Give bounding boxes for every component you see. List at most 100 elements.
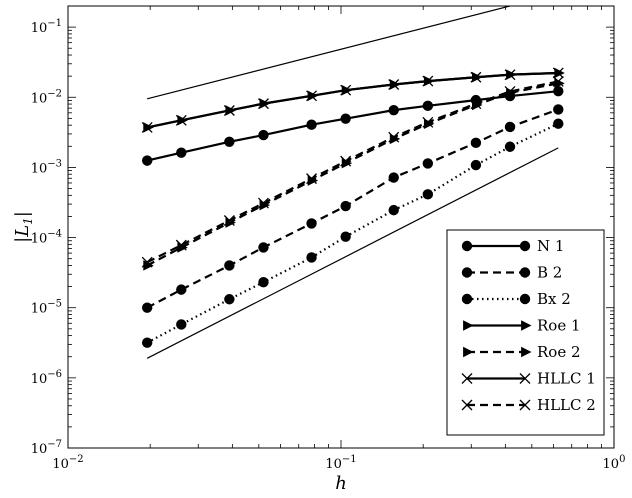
circle-marker <box>504 121 516 133</box>
circle-marker <box>340 231 351 242</box>
circle-marker <box>306 252 317 263</box>
series <box>141 75 564 268</box>
ticks <box>67 6 615 449</box>
x-marker <box>422 75 434 87</box>
legend-label: B 2 <box>537 264 562 282</box>
triangle-marker <box>554 67 565 79</box>
legend-entry: Roe 2 <box>463 343 581 361</box>
circle-marker <box>422 100 434 112</box>
circle-marker <box>340 113 351 124</box>
circle-marker <box>553 104 564 115</box>
triangle-marker <box>177 242 188 253</box>
circle-marker <box>258 276 269 288</box>
x-marker <box>552 67 564 79</box>
x-marker <box>258 197 269 209</box>
x-marker <box>340 84 352 96</box>
x-marker <box>388 131 400 143</box>
legend-label: Bx 2 <box>537 290 571 308</box>
circle-marker <box>176 147 187 158</box>
legend-box <box>446 229 605 436</box>
x-marker <box>306 90 318 102</box>
circle-marker <box>306 119 317 130</box>
x-marker <box>552 75 564 87</box>
x-marker <box>388 79 400 90</box>
x-marker <box>470 98 482 110</box>
circle-marker <box>422 158 434 169</box>
circle-marker <box>141 337 153 348</box>
circle-marker <box>258 242 269 253</box>
x-marker <box>422 116 434 128</box>
circle-marker <box>340 200 351 212</box>
x-marker <box>258 98 269 110</box>
x-marker <box>141 122 153 133</box>
legend-label: HLLC 2 <box>537 396 596 414</box>
legend-entry: Roe 1 <box>463 317 581 335</box>
y-tick-label: 10−7 <box>31 439 62 457</box>
x-marker <box>175 114 187 126</box>
plot-lines <box>141 6 565 359</box>
y-tick-label: 10−2 <box>31 88 62 106</box>
legend-label: N 1 <box>537 237 564 255</box>
circle-marker <box>553 86 564 97</box>
circle-marker <box>461 293 473 305</box>
circle-marker <box>224 294 235 305</box>
circle-marker <box>553 118 564 129</box>
circle-marker <box>224 136 235 147</box>
x-marker <box>519 373 531 384</box>
reference-line <box>146 147 559 359</box>
circle-marker <box>388 204 399 216</box>
circle-marker <box>388 172 399 183</box>
circle-marker <box>461 267 473 278</box>
series <box>141 104 564 313</box>
triangle-marker <box>463 346 474 358</box>
triangle-marker <box>463 320 474 331</box>
circle-marker <box>176 284 187 295</box>
y-axis-label: |L1| <box>12 211 35 243</box>
x-marker <box>504 69 516 81</box>
circle-marker <box>504 141 516 152</box>
circle-marker <box>422 189 434 200</box>
circle-marker <box>224 260 235 271</box>
x-marker <box>306 173 318 185</box>
y-tick-label: 10−3 <box>31 158 62 176</box>
x-tick-label: 10−1 <box>325 454 356 472</box>
x-marker <box>223 105 235 116</box>
legend-entry: Bx 2 <box>461 290 571 308</box>
triangle-marker <box>521 320 532 331</box>
x-axis-label: h <box>335 473 347 494</box>
circle-marker <box>470 137 482 149</box>
circle-marker <box>141 155 153 166</box>
circle-marker <box>176 319 187 330</box>
x-marker <box>175 239 187 251</box>
legend-label: HLLC 1 <box>537 370 596 388</box>
legend-label: Roe 2 <box>537 343 581 361</box>
reference-line <box>147 6 513 100</box>
x-marker <box>461 399 473 411</box>
circle-marker <box>388 104 399 116</box>
y-tick-label: 10−6 <box>31 369 62 387</box>
x-marker <box>141 256 153 268</box>
legend: N 1 B 2 Bx 2 Roe 1 Roe 2 HLLC 1 HLLC 2 <box>446 229 605 436</box>
tick-labels: 10−2 10−1 100 10−7 10−6 10−5 10−4 10−3 10−2 10−1 <box>31 18 626 472</box>
x-tick-label: 100 <box>603 454 626 472</box>
circle-marker <box>461 240 473 252</box>
x-tick-label: 10−2 <box>52 454 83 472</box>
triangle-marker <box>521 346 532 358</box>
series <box>141 67 564 133</box>
legend-entry: N 1 <box>461 237 564 255</box>
circle-marker <box>141 302 153 313</box>
x-marker <box>470 71 482 83</box>
x-marker <box>504 85 516 97</box>
circle-marker <box>519 267 531 278</box>
circle-marker <box>519 240 531 252</box>
y-tick-label: 10−1 <box>31 18 62 36</box>
circle-marker <box>470 159 482 171</box>
series <box>141 118 564 348</box>
plot-frame <box>67 5 615 449</box>
x-marker <box>519 399 531 411</box>
legend-entry: HLLC 1 <box>461 370 596 388</box>
x-marker <box>223 215 235 226</box>
y-tick-label: 10−5 <box>31 299 62 317</box>
legend-entry: HLLC 2 <box>461 396 596 414</box>
